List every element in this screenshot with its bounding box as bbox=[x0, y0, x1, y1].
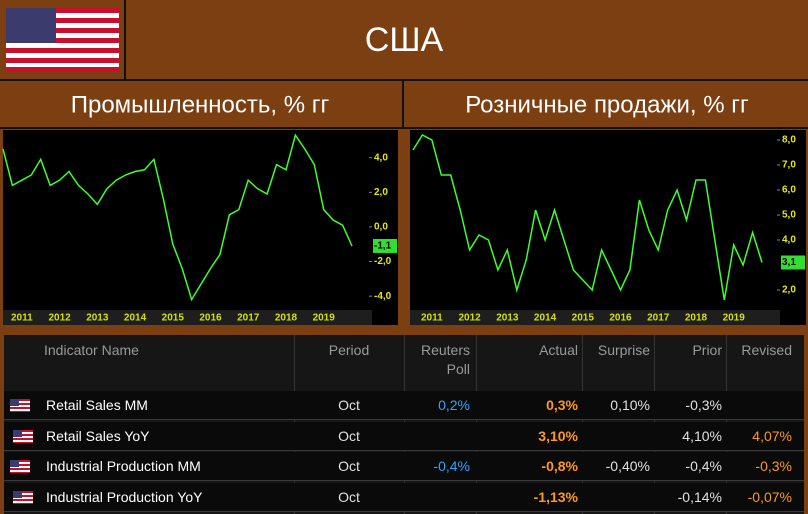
y-tick-label: -2,0 bbox=[374, 256, 392, 267]
last-value-box bbox=[373, 238, 397, 253]
y-tick-label: 6,0 bbox=[782, 185, 796, 196]
column-header: Revised bbox=[741, 342, 792, 358]
table-cell: 0,3% bbox=[546, 397, 578, 413]
table-row bbox=[4, 452, 804, 481]
table-cell: Industrial Production YoY bbox=[46, 488, 203, 505]
x-tick-label: 2015 bbox=[572, 313, 595, 324]
x-tick-label: 2016 bbox=[609, 313, 632, 324]
y-tick-label: 4,0 bbox=[782, 235, 796, 246]
plot-area bbox=[3, 130, 398, 325]
last-value-label: 3,1 bbox=[782, 257, 796, 268]
column-header: Indicator Name bbox=[44, 342, 139, 358]
y-tick-label: 7,0 bbox=[782, 160, 796, 171]
table-cell: -0,07% bbox=[747, 488, 792, 505]
table-cell: Oct bbox=[338, 488, 360, 505]
x-tick-label: 2015 bbox=[162, 313, 185, 324]
table-cell: -0,4% bbox=[685, 458, 722, 474]
row-flag bbox=[10, 460, 30, 473]
row-flag bbox=[10, 399, 30, 412]
indicator-table: Indicator Name Period Reuters Poll Actual Su… bbox=[4, 335, 804, 514]
column-header: Reuters Poll bbox=[420, 342, 470, 377]
table-cell: 3,10% bbox=[538, 427, 578, 444]
y-tick-label: 4,0 bbox=[374, 152, 388, 163]
table-cell: -0,4% bbox=[433, 458, 470, 474]
x-tick-label: 2014 bbox=[124, 313, 147, 324]
us-flag bbox=[6, 8, 119, 72]
table-cell: Industrial Production MM bbox=[46, 458, 201, 474]
table-cell: 0,2% bbox=[438, 397, 470, 413]
y-tick-label: 2,0 bbox=[374, 187, 388, 198]
x-axis-strip bbox=[3, 310, 372, 325]
x-tick-label: 2016 bbox=[199, 313, 222, 324]
table-cell: 4,07% bbox=[752, 427, 792, 444]
x-tick-label: 2019 bbox=[313, 313, 336, 324]
x-tick-label: 2017 bbox=[647, 313, 670, 324]
x-tick-label: 2019 bbox=[723, 313, 746, 324]
table-cell: -1,13% bbox=[533, 488, 578, 505]
chart-title: Розничные продажи, % гг bbox=[465, 91, 749, 118]
x-tick-label: 2011 bbox=[421, 313, 443, 324]
header-bar bbox=[0, 0, 808, 80]
column-header: Actual bbox=[539, 342, 578, 358]
x-tick-label: 2018 bbox=[685, 313, 708, 324]
y-tick-label: -4,0 bbox=[374, 291, 392, 302]
table-cell: -0,14% bbox=[677, 488, 722, 505]
last-value-label: -1,1 bbox=[374, 241, 392, 252]
table-cell: -0,3% bbox=[755, 458, 792, 474]
y-tick-label: 2,0 bbox=[782, 285, 796, 296]
column-header: Period bbox=[328, 342, 370, 358]
x-tick-label: 2013 bbox=[86, 313, 109, 324]
x-tick-label: 2018 bbox=[275, 313, 298, 324]
y-tick-label: 8,0 bbox=[782, 135, 796, 146]
row-flag bbox=[13, 490, 33, 504]
last-value-box bbox=[781, 255, 805, 270]
x-tick-label: 2013 bbox=[496, 313, 519, 324]
table-row bbox=[4, 391, 804, 420]
table-cell: Oct bbox=[338, 427, 360, 444]
x-tick-label: 2014 bbox=[534, 313, 557, 324]
table-cell: -0,8% bbox=[541, 458, 578, 474]
page-title: США bbox=[365, 21, 444, 59]
table-cell: Oct bbox=[338, 397, 360, 413]
table-cell: Oct bbox=[338, 458, 360, 474]
table-cell: -0,40% bbox=[605, 458, 650, 474]
data-line bbox=[2, 133, 353, 302]
x-tick-label: 2011 bbox=[11, 313, 33, 324]
table-cell: 4,10% bbox=[682, 427, 722, 444]
table-cell: Retail Sales YoY bbox=[46, 427, 150, 444]
table-row bbox=[4, 421, 804, 451]
data-line bbox=[412, 134, 763, 301]
x-tick-label: 2012 bbox=[458, 313, 481, 324]
column-header: Surprise bbox=[597, 342, 650, 358]
plot-area bbox=[410, 130, 806, 325]
chart-title: Промышленность, % гг bbox=[71, 91, 330, 118]
y-tick-label: 0,0 bbox=[374, 222, 388, 233]
table-row bbox=[4, 482, 804, 512]
column-header: Prior bbox=[692, 342, 722, 358]
x-tick-label: 2017 bbox=[237, 313, 260, 324]
table-cell: Retail Sales MM bbox=[46, 397, 148, 413]
y-tick-label: 5,0 bbox=[782, 210, 796, 221]
table-cell: 0,10% bbox=[610, 397, 650, 413]
table-cell: -0,3% bbox=[685, 397, 722, 413]
x-tick-label: 2012 bbox=[48, 313, 71, 324]
top-panel: США Промышленность, % гг Розничные прода… bbox=[0, 0, 808, 325]
row-flag bbox=[13, 429, 33, 443]
x-axis-strip bbox=[410, 310, 780, 325]
